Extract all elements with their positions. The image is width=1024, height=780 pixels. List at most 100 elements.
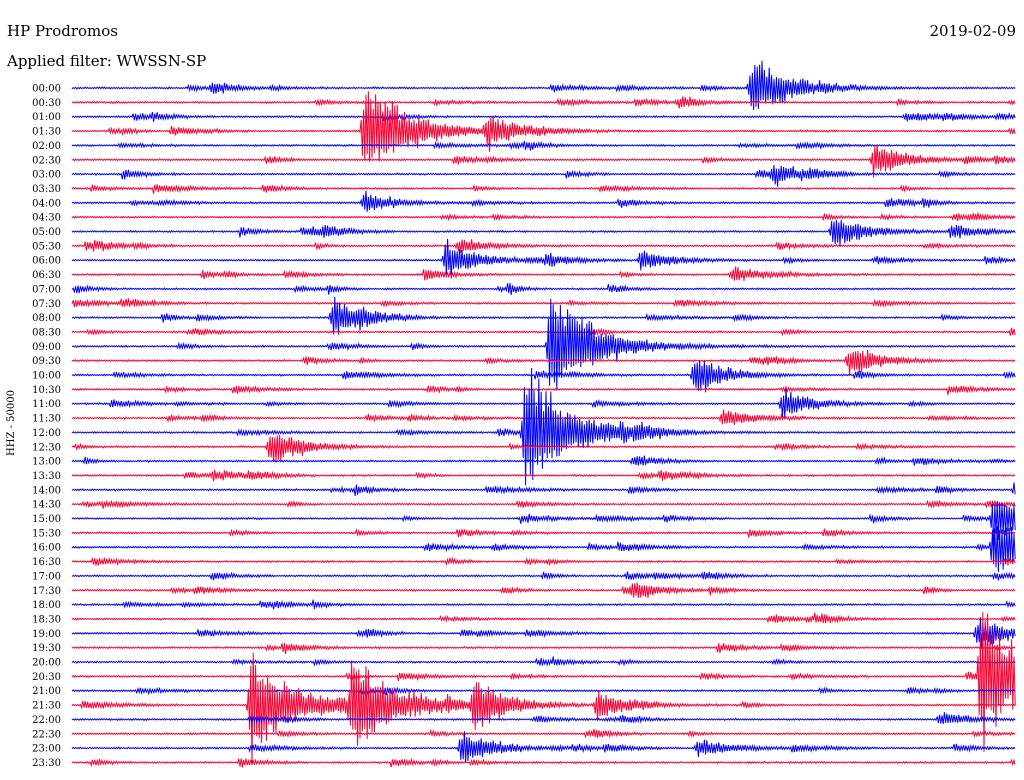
- trace-line: [71, 367, 1016, 486]
- time-label: 18:00: [32, 600, 61, 611]
- filter-label: Applied filter: WWSSN-SP: [6, 52, 206, 70]
- time-label: 02:30: [32, 155, 61, 166]
- time-label: 16:00: [32, 543, 61, 554]
- time-label: 01:30: [32, 127, 61, 138]
- trace-line: [71, 728, 1016, 739]
- y-axis-label: HHZ - 50000: [6, 390, 17, 456]
- trace-line: [71, 239, 1016, 254]
- trace-line: [71, 91, 1016, 162]
- time-label: 00:00: [32, 84, 61, 95]
- time-label: 14:30: [32, 500, 61, 511]
- time-label: 10:30: [32, 385, 61, 396]
- time-label: 22:00: [32, 715, 61, 726]
- trace-line: [71, 499, 1016, 509]
- trace-line: [71, 528, 1016, 538]
- time-label: 04:30: [32, 213, 61, 224]
- plot-date: 2019-02-09: [930, 22, 1016, 40]
- time-label: 14:00: [32, 485, 61, 496]
- time-label: 05:30: [32, 241, 61, 252]
- trace-line: [71, 556, 1016, 567]
- time-label: 06:30: [32, 270, 61, 281]
- trace-line: [71, 60, 1016, 110]
- time-label: 13:30: [32, 471, 61, 482]
- trace-line: [71, 296, 1016, 335]
- trace-line: [71, 656, 1016, 667]
- time-label: 07:30: [32, 299, 61, 310]
- trace-line: [71, 183, 1016, 194]
- time-label: 11:00: [32, 399, 61, 410]
- trace-line: [71, 611, 1016, 752]
- trace-line: [71, 212, 1016, 222]
- trace-line: [71, 617, 1016, 649]
- trace-line: [71, 469, 1016, 482]
- time-label: 07:00: [32, 284, 61, 295]
- trace-line: [71, 642, 1016, 655]
- trace-line: [71, 349, 1016, 375]
- time-label: 23:30: [32, 758, 61, 769]
- trace-line: [71, 501, 1016, 550]
- trace-line: [71, 757, 1016, 768]
- trace-line: [71, 266, 1016, 281]
- trace-line: [71, 388, 1016, 419]
- time-label: 10:00: [32, 371, 61, 382]
- time-label: 06:00: [32, 256, 61, 267]
- time-label: 15:00: [32, 514, 61, 525]
- time-label: 01:00: [32, 112, 61, 123]
- time-label: 12:00: [32, 428, 61, 439]
- trace-line: [71, 140, 1016, 151]
- trace-line: [71, 96, 1016, 109]
- time-label: 19:30: [32, 643, 61, 654]
- trace-line: [71, 144, 1016, 178]
- time-label: 22:30: [32, 729, 61, 740]
- time-label: 15:30: [32, 528, 61, 539]
- time-label: 23:00: [32, 744, 61, 755]
- trace-line: [71, 298, 1016, 308]
- time-label: 17:00: [32, 571, 61, 582]
- time-label: 08:30: [32, 327, 61, 338]
- time-label: 21:00: [32, 686, 61, 697]
- trace-line: [71, 599, 1016, 610]
- time-label: 20:00: [32, 658, 61, 669]
- time-label: 04:00: [32, 198, 61, 209]
- time-label: 21:30: [32, 701, 61, 712]
- time-label: 05:00: [32, 227, 61, 238]
- trace-line: [71, 298, 1016, 391]
- trace-line: [71, 482, 1016, 496]
- time-label: 00:30: [32, 98, 61, 109]
- time-label: 19:00: [32, 629, 61, 640]
- trace-line: [71, 612, 1016, 624]
- trace-group: [71, 60, 1016, 768]
- time-tick-labels: 00:00 00:30 01:00 01:30 02:00 02:30 03:00 03:30…: [32, 84, 61, 769]
- trace-line: [71, 571, 1016, 581]
- time-label: 09:30: [32, 356, 61, 367]
- time-label: 12:30: [32, 442, 61, 453]
- time-label: 13:00: [32, 457, 61, 468]
- trace-line: [71, 327, 1016, 337]
- time-label: 17:30: [32, 586, 61, 597]
- trace-line: [71, 111, 1016, 122]
- trace-line: [71, 219, 1016, 246]
- time-label: 03:00: [32, 170, 61, 181]
- trace-line: [71, 190, 1016, 212]
- trace-line: [71, 360, 1016, 393]
- trace-line: [71, 455, 1016, 466]
- time-label: 11:30: [32, 414, 61, 425]
- trace-line: [71, 731, 1016, 763]
- time-label: 16:30: [32, 557, 61, 568]
- trace-line: [71, 165, 1016, 187]
- trace-line: [71, 283, 1016, 295]
- trace-line: [71, 582, 1016, 599]
- time-label: 20:30: [32, 672, 61, 683]
- time-label: 03:30: [32, 184, 61, 195]
- trace-line: [71, 686, 1016, 696]
- trace-line: [71, 384, 1016, 395]
- trace-line: [71, 434, 1016, 462]
- trace-line: [71, 238, 1016, 279]
- time-label: 18:30: [32, 614, 61, 625]
- trace-line: [71, 526, 1016, 573]
- station-title: HP Prodromos: [7, 22, 118, 40]
- time-label: 09:00: [32, 342, 61, 353]
- time-label: 08:00: [32, 313, 61, 324]
- time-label: 02:00: [32, 141, 61, 152]
